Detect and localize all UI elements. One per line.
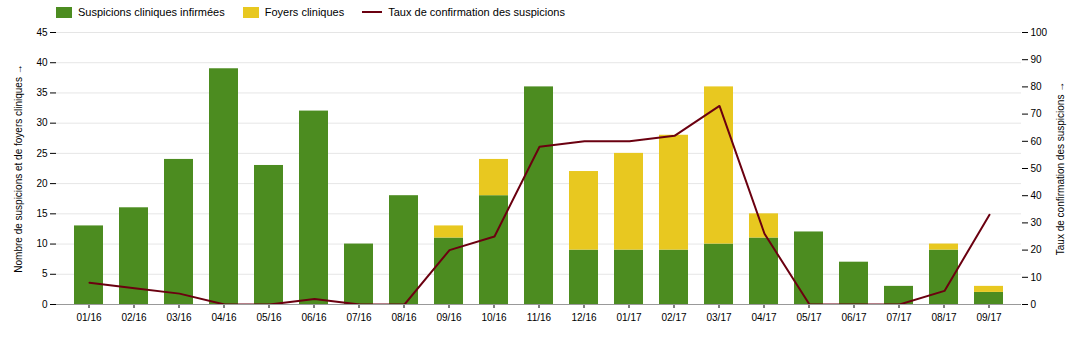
svg-text:08/17: 08/17 (931, 312, 956, 323)
svg-text:80: 80 (1031, 81, 1043, 92)
svg-text:09/17: 09/17 (976, 312, 1001, 323)
svg-text:20: 20 (36, 178, 48, 189)
html-text:Suspicions cliniques infirmées: Suspicions cliniques infirmées (78, 6, 225, 18)
html-text:Taux de confirmation des suspi: Taux de confirmation des suspicions (388, 6, 565, 18)
svg-text:50: 50 (1031, 163, 1043, 174)
svg-text:04/17: 04/17 (751, 312, 776, 323)
svg-text:90: 90 (1031, 54, 1043, 65)
svg-text:06/16: 06/16 (301, 312, 326, 323)
svg-text:30: 30 (36, 117, 48, 128)
svg-text:20: 20 (1031, 244, 1043, 255)
svg-text:02/17: 02/17 (661, 312, 686, 323)
svg-text:40: 40 (1031, 190, 1043, 201)
svg-text:60: 60 (1031, 136, 1043, 147)
svg-text:10/16: 10/16 (481, 312, 506, 323)
svg-text:Taux de confirmation des suspi: Taux de confirmation des suspicions → (1055, 82, 1066, 255)
svg-text:09/16: 09/16 (436, 312, 461, 323)
svg-text:06/17: 06/17 (841, 312, 866, 323)
svg-text:05/17: 05/17 (796, 312, 821, 323)
svg-text:11/16: 11/16 (527, 312, 552, 323)
svg-text:25: 25 (36, 148, 48, 159)
svg-text:0: 0 (42, 299, 48, 310)
svg-text:5: 5 (42, 268, 48, 279)
svg-text:10: 10 (1031, 272, 1043, 283)
svg-text:70: 70 (1031, 108, 1043, 119)
svg-text:02/16: 02/16 (121, 312, 146, 323)
svg-text:30: 30 (1031, 217, 1043, 228)
html-text:Foyers cliniques: Foyers cliniques (264, 6, 345, 18)
svg-text:05/16: 05/16 (256, 312, 281, 323)
svg-text:100: 100 (1031, 27, 1048, 38)
svg-text:07/17: 07/17 (886, 312, 911, 323)
svg-text:10: 10 (36, 238, 48, 249)
svg-text:15: 15 (36, 208, 48, 219)
svg-text:03/16: 03/16 (166, 312, 191, 323)
svg-text:01/16: 01/16 (76, 312, 101, 323)
svg-text:07/16: 07/16 (346, 312, 371, 323)
svg-text:40: 40 (36, 57, 48, 68)
svg-text:04/16: 04/16 (211, 312, 236, 323)
svg-text:12/16: 12/16 (571, 312, 596, 323)
svg-text:45: 45 (36, 27, 48, 38)
svg-text:Nombre de suspicions et de foy: Nombre de suspicions et de foyers cliniq… (13, 64, 24, 272)
svg-text:03/17: 03/17 (706, 312, 731, 323)
svg-text:08/16: 08/16 (391, 312, 416, 323)
svg-text:01/17: 01/17 (616, 312, 641, 323)
svg-text:0: 0 (1031, 299, 1037, 310)
svg-text:35: 35 (36, 87, 48, 98)
